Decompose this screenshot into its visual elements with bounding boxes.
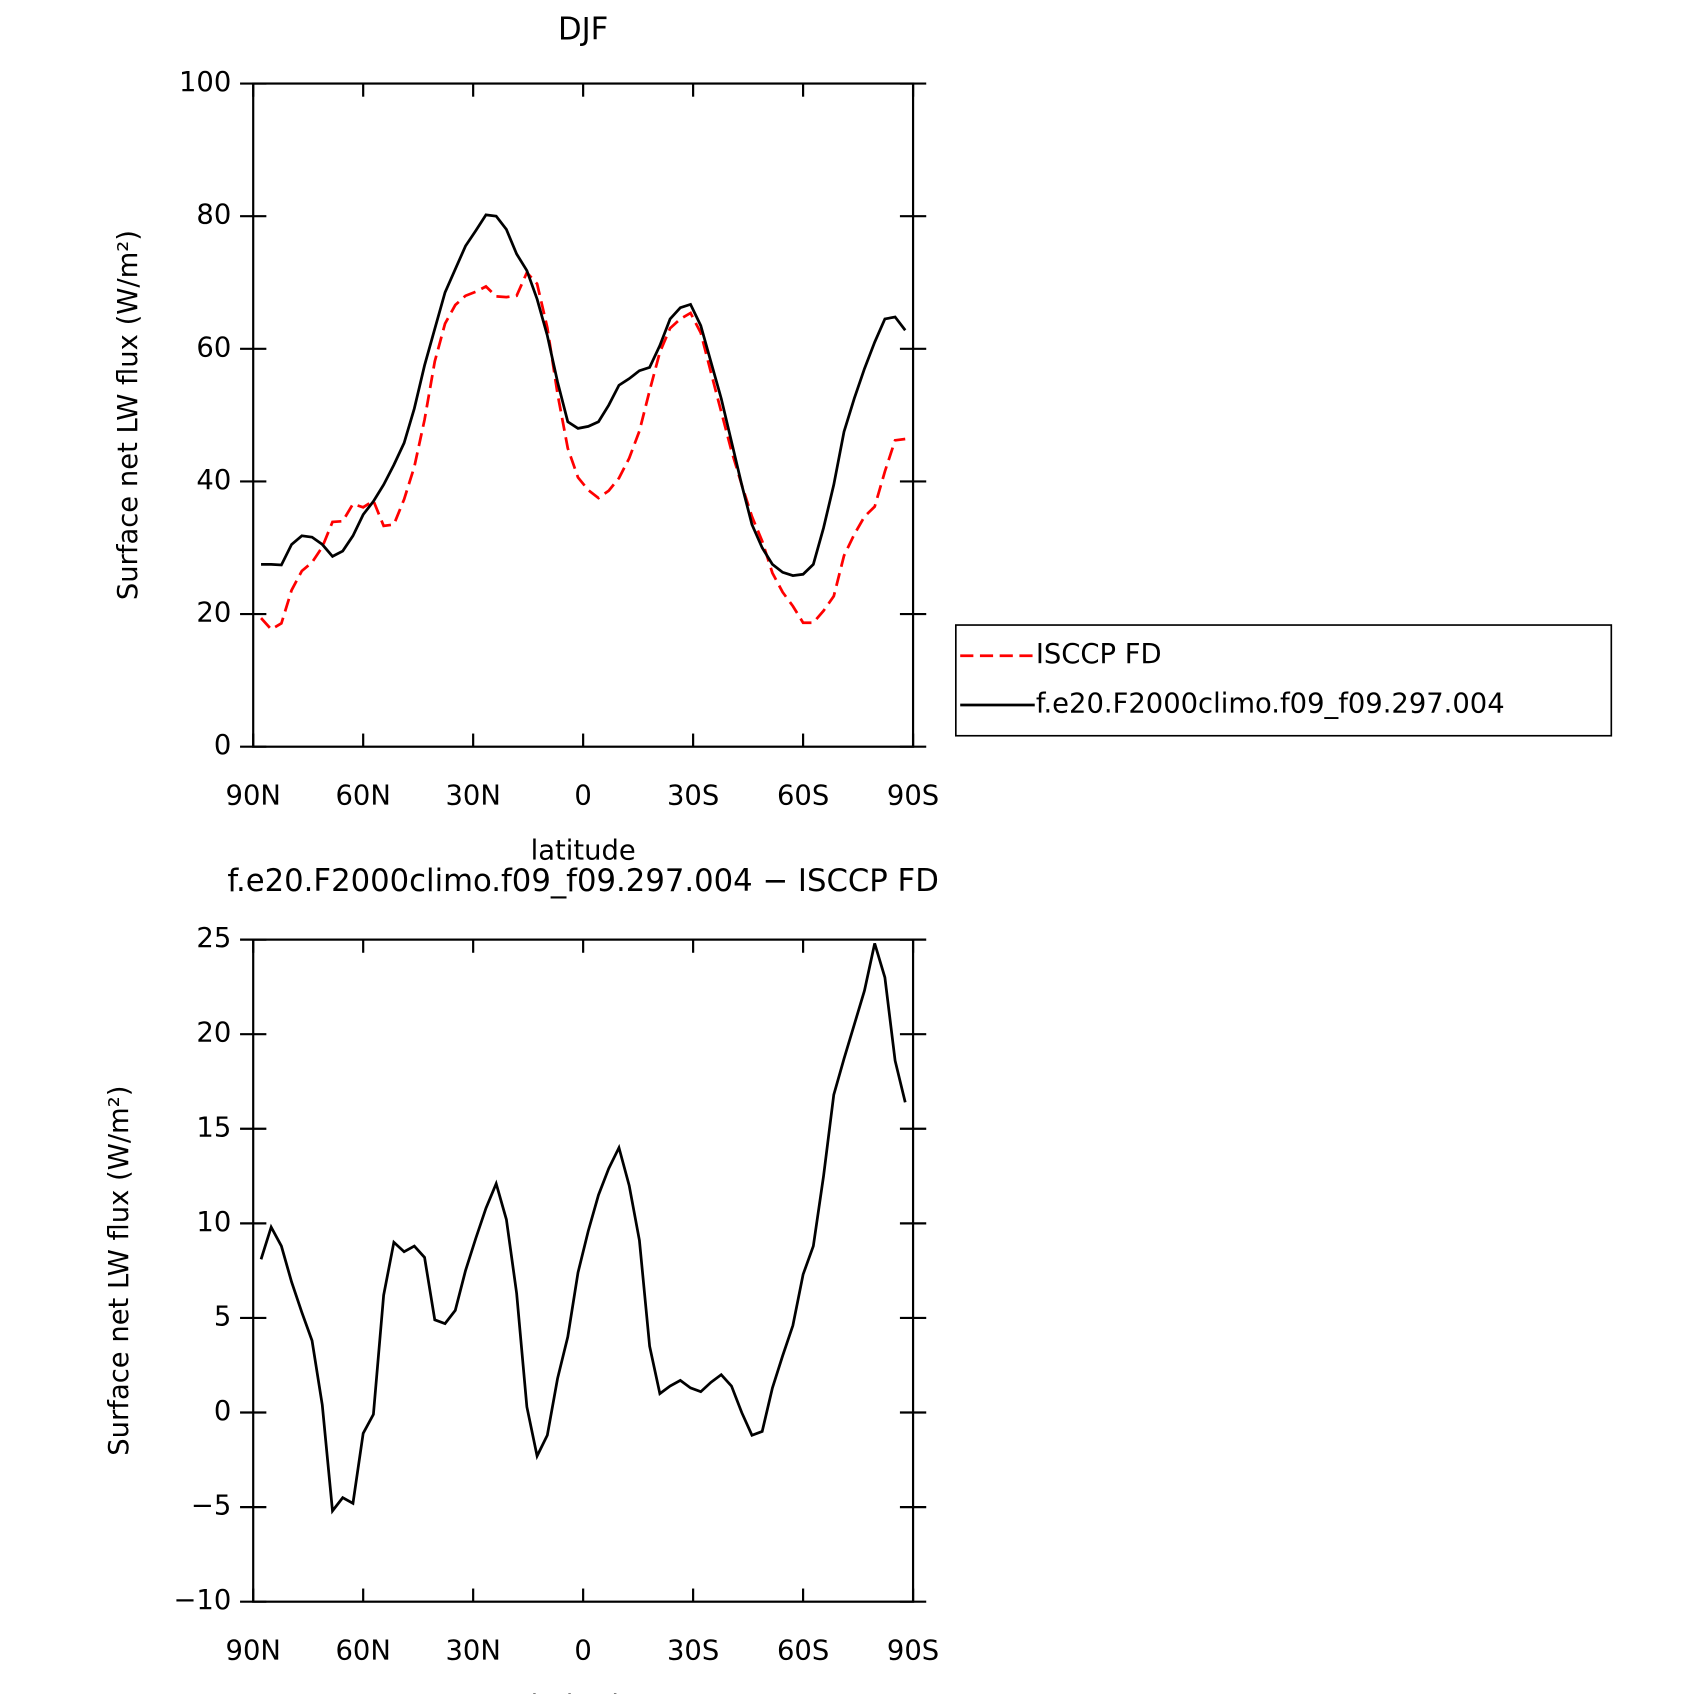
x-tick-label: 0 [574,781,591,812]
y-tick-label: 20 [196,1018,231,1049]
chart-title: f.e20.F2000climo.f09_f09.297.004 − ISCCP… [227,864,938,899]
y-axis-label: Surface net LW flux (W/m²) [104,1086,135,1456]
y-tick-label: 25 [196,923,231,954]
x-tick-label: 30S [667,781,719,812]
legend-box [955,624,1613,737]
y-tick-label: 0 [214,730,231,761]
x-tick-label: 90N [226,1636,281,1667]
x-tick-label: 60N [336,781,391,812]
legend-label: f.e20.F2000climo.f09_f09.297.004 [1036,689,1505,720]
data-line [259,943,907,1515]
x-tick-label: 90S [887,1636,939,1667]
x-axis-label: latitude [531,835,636,866]
y-tick-label: 100 [179,67,231,98]
y-tick-label: 10 [196,1207,231,1238]
chart-title: DJF [558,12,608,47]
x-tick-label: 60S [777,1636,829,1667]
y-tick-label: −10 [173,1585,231,1616]
x-tick-label: 30N [445,781,500,812]
data-line [261,213,907,578]
x-tick-label: 0 [574,1636,591,1667]
x-tick-label: 60S [777,781,829,812]
legend-label: ISCCP FD [1036,639,1162,670]
y-tick-label: −5 [191,1491,231,1522]
x-tick-label: 90N [226,781,281,812]
x-tick-label: 90S [887,781,939,812]
x-tick-label: 30N [445,1636,500,1667]
y-tick-label: 20 [196,598,231,629]
y-axis-label: Surface net LW flux (W/m²) [113,230,144,600]
y-tick-label: 80 [196,200,231,231]
y-tick-label: 40 [196,465,231,496]
y-tick-label: 60 [196,332,231,363]
y-tick-label: 15 [196,1112,231,1143]
x-tick-label: 60N [336,1636,391,1667]
data-line [260,270,906,632]
y-tick-label: 0 [214,1396,231,1427]
x-axis-label: latitude [531,1690,636,1694]
x-tick-label: 30S [667,1636,719,1667]
plot-frame [252,82,915,748]
y-tick-label: 5 [214,1301,231,1332]
